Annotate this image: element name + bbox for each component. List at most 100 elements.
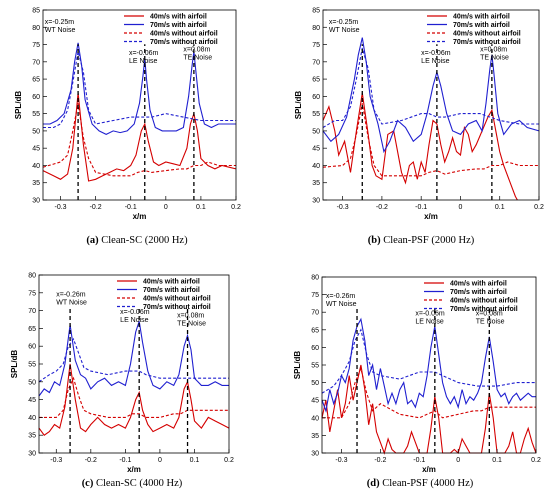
y-tick-label: 80: [32, 25, 40, 32]
x-tick-label: -0.1: [125, 204, 137, 211]
chart-panel-2: -0.3 -0.2 -0.1 0 0.1 0.2 30 35 40 45 50 55 60 65 70 75 8…: [294, 8, 544, 247]
y-tick-label: 30: [28, 451, 36, 458]
chart-panel-1: -0.3 -0.2 -0.1 0 0.1 0.2 30 35 40 45 50 55 60 65 70 75 8…: [14, 8, 241, 247]
series-line-3: [322, 366, 536, 419]
x-tick-label: 0.1: [196, 204, 206, 211]
x-axis-label: x/m: [424, 212, 438, 221]
series-line-4: [43, 51, 236, 129]
x-tick-label: 0: [158, 457, 162, 464]
series-line-3: [42, 103, 236, 177]
y-tick-label: 60: [312, 94, 320, 101]
y-tick-label: 60: [28, 344, 36, 351]
x-axis-label: x/m: [422, 465, 436, 474]
panel-caption: (b) Clean-PSF (2000 Hz): [368, 235, 475, 246]
series-line-1: [38, 363, 230, 436]
y-tick-label: 70: [32, 59, 40, 66]
legend-entry: 40m/s with airfoil: [143, 279, 200, 286]
x-tick-label: -0.2: [376, 204, 388, 211]
annotation-label: x=0.08m TE Noise: [476, 311, 505, 326]
x-axis-label: x/m: [127, 465, 141, 474]
y-tick-label: 45: [311, 398, 319, 405]
y-tick-label: 40: [28, 415, 36, 422]
y-tick-label: 50: [28, 379, 36, 386]
x-tick-label: -0.2: [90, 204, 102, 211]
y-tick-label: 35: [28, 433, 36, 440]
x-tick-label: 0: [459, 204, 463, 211]
legend-entry: 70m/s without airfoil: [143, 304, 211, 311]
x-tick-label: 0.1: [190, 457, 200, 464]
legend-entry: 40m/s with airfoil: [453, 14, 510, 21]
annotation-label: x=-0.26m WT Noise: [56, 291, 87, 306]
x-tick-label: 0.2: [534, 204, 544, 211]
x-tick-label: -0.2: [374, 457, 386, 464]
chart-panel-4: -0.3 -0.2 -0.1 0 0.1 0.2 30 35 40 45 50 55 60 65 70 75 8…: [293, 275, 541, 490]
y-tick-label: 75: [312, 42, 320, 49]
y-axis-label: SPL/dB: [294, 91, 303, 120]
y-tick-label: 55: [32, 111, 40, 118]
annotation-label: x=-0.25m WT Noise: [329, 19, 360, 34]
annotation-label: x=-0.06m LE Noise: [120, 309, 150, 324]
legend-entry: 70m/s with airfoil: [450, 289, 507, 296]
y-tick-label: 40: [32, 163, 40, 170]
y-tick-label: 35: [311, 433, 319, 440]
series-line-4: [321, 328, 536, 394]
y-tick-label: 50: [311, 380, 319, 387]
series-line-2: [322, 37, 540, 154]
series-line-3: [322, 103, 539, 177]
legend-entry: 70m/s with airfoil: [453, 22, 510, 29]
y-tick-label: 80: [28, 273, 36, 280]
x-tick-label: -0.2: [85, 457, 97, 464]
x-tick-label: 0: [164, 204, 168, 211]
y-tick-label: 75: [32, 42, 40, 49]
y-tick-label: 45: [32, 146, 40, 153]
y-tick-label: 80: [311, 275, 319, 282]
legend-entry: 40m/s without airfoil: [450, 298, 518, 305]
y-tick-label: 55: [28, 362, 36, 369]
y-axis-label: SPL/dB: [14, 91, 23, 120]
series-line-1: [321, 364, 537, 455]
y-tick-label: 45: [28, 397, 36, 404]
y-tick-label: 75: [28, 290, 36, 297]
y-tick-label: 40: [312, 163, 320, 170]
y-tick-label: 55: [312, 111, 320, 118]
legend-entry: 70m/s with airfoil: [143, 287, 200, 294]
x-axis-label: x/m: [133, 212, 147, 221]
series-line-4: [322, 47, 539, 128]
series-line-1: [322, 92, 518, 201]
legend-entry: 40m/s without airfoil: [143, 296, 211, 303]
annotation-label: x=-0.06m LE Noise: [129, 50, 159, 65]
legend-entry: 40m/s without airfoil: [150, 31, 218, 38]
panel-caption: (c) Clean-SC (4000 Hz): [82, 478, 183, 489]
annotation-label: x=-0.26m WT Noise: [326, 293, 357, 308]
y-tick-label: 40: [311, 415, 319, 422]
x-tick-label: -0.3: [337, 204, 349, 211]
y-tick-label: 60: [32, 94, 40, 101]
legend-entry: 40m/s with airfoil: [450, 281, 507, 288]
x-tick-label: -0.3: [50, 457, 62, 464]
annotation-label: x=0.08m TE Noise: [183, 46, 212, 61]
annotation-label: x=-0.25m WT Noise: [45, 19, 76, 34]
y-tick-label: 45: [312, 146, 320, 153]
x-tick-label: 0: [456, 457, 460, 464]
plot-frame: [42, 9, 237, 201]
legend-entry: 70m/s without airfoil: [453, 39, 521, 46]
x-tick-label: -0.1: [119, 457, 131, 464]
x-tick-label: 0.2: [531, 457, 541, 464]
y-axis-label: SPL/dB: [10, 350, 19, 379]
y-tick-label: 75: [311, 292, 319, 299]
series-line-1: [42, 92, 237, 182]
y-tick-label: 85: [32, 8, 40, 15]
y-tick-label: 35: [312, 180, 320, 187]
x-tick-label: 0.2: [231, 204, 241, 211]
y-tick-label: 70: [312, 59, 320, 66]
y-tick-label: 50: [312, 128, 320, 135]
y-tick-label: 65: [312, 77, 320, 84]
x-tick-label: 0.2: [224, 457, 234, 464]
series-line-2: [38, 321, 229, 397]
annotation-label: x=0.08m TE Noise: [480, 46, 509, 61]
y-tick-label: 70: [28, 308, 36, 315]
y-tick-label: 80: [312, 25, 320, 32]
plot-frame: [322, 9, 540, 201]
x-tick-label: -0.3: [335, 457, 347, 464]
